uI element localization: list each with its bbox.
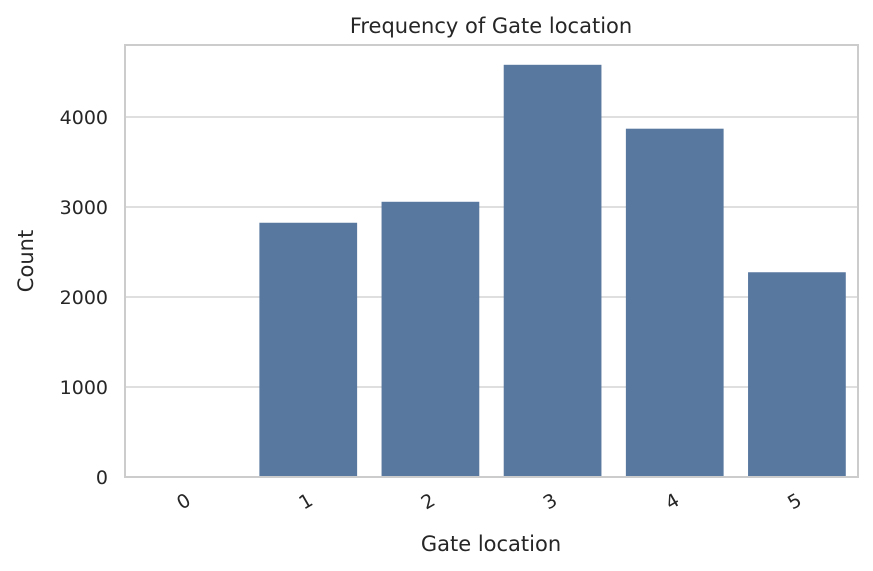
x-tick-label: 2 [417, 489, 438, 514]
y-tick-label: 1000 [60, 377, 108, 399]
x-axis-label: Gate location [421, 532, 561, 556]
y-tick-label: 4000 [60, 107, 108, 129]
x-tick-label: 3 [540, 489, 561, 514]
chart-title: Frequency of Gate location [350, 14, 632, 38]
bar-3 [503, 64, 602, 478]
x-tick-label: 1 [295, 489, 316, 514]
bars [137, 64, 846, 478]
y-tick-labels: 0 1000 2000 3000 4000 [60, 107, 108, 489]
y-tick-label: 2000 [60, 287, 108, 309]
y-tick-label: 0 [96, 467, 108, 489]
plot-frame [124, 44, 859, 478]
x-tick-label: 5 [784, 489, 805, 514]
bar-2 [381, 201, 480, 477]
y-tick-label: 3000 [60, 197, 108, 219]
bar-4 [625, 128, 724, 477]
bar-5 [748, 272, 846, 477]
x-tick-label: 4 [662, 489, 683, 514]
x-tick-label: 0 [173, 489, 194, 514]
x-tick-labels: 0 1 2 3 4 5 [173, 489, 805, 514]
bar-1 [259, 222, 358, 477]
y-axis-label: Count [14, 230, 38, 292]
